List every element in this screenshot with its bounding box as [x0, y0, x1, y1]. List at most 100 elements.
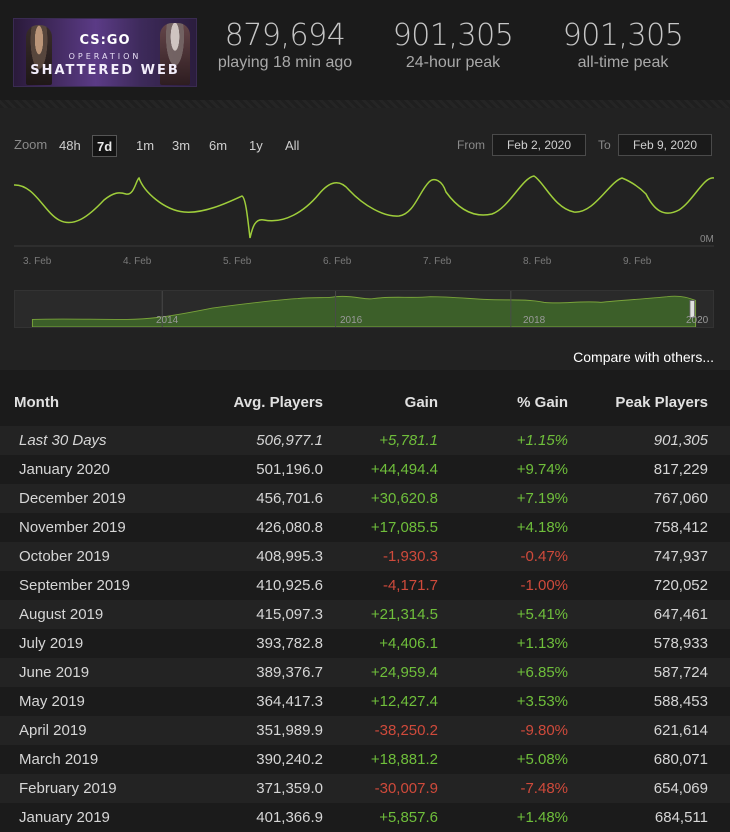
month-cell: August 2019 — [19, 606, 104, 623]
peak-players-cell: 767,060 — [653, 490, 708, 507]
y-axis-label-0M: 0M — [700, 234, 714, 245]
peak-players-cell: 654,069 — [653, 780, 708, 797]
pct-gain-cell: +5.08% — [516, 751, 568, 768]
pct-gain-cell: +7.19% — [516, 490, 568, 507]
zoom-48h-button[interactable]: 48h — [59, 138, 81, 153]
navigator-year-label: 2014 — [156, 315, 179, 326]
table-row: September 2019 410,925.6 -4,171.7 -1.00% 720… — [0, 571, 730, 600]
peak-players-cell: 647,461 — [653, 606, 708, 623]
peak-players-cell: 621,614 — [653, 722, 708, 739]
table-row: January 2020 501,196.0 +44,494.4 +9.74% 817,… — [0, 455, 730, 484]
to-label: To — [598, 138, 611, 152]
table-row: January 2019 401,366.9 +5,857.6 +1.48% 684,5… — [0, 803, 730, 832]
player-count-series-line — [14, 175, 714, 239]
avg-players-cell: 401,366.9 — [256, 809, 323, 826]
peak-players-cell: 684,511 — [654, 809, 708, 826]
x-tick-label: 8. Feb — [523, 256, 552, 267]
gain-cell: -1,930.3 — [382, 548, 438, 565]
x-tick-label: 7. Feb — [423, 256, 452, 267]
month-cell: July 2019 — [19, 635, 84, 652]
navigator-handle — [689, 300, 696, 318]
character-figure-left — [26, 25, 52, 85]
zoom-3m-button[interactable]: 3m — [172, 138, 191, 153]
peak-players-cell: 747,937 — [653, 548, 708, 565]
compare-with-others-link[interactable]: Compare with others... — [573, 349, 714, 365]
current-players-stat: 879,694 playing 18 min ago — [210, 18, 360, 71]
header: CS:GO OPERATION SHATTERED WEB 879,694 pl… — [0, 0, 730, 96]
zoom-6m-button[interactable]: 6m — [209, 138, 228, 153]
monthly-stats-table: Month Avg. Players Gain % Gain Peak Play… — [0, 378, 730, 832]
all-time-peak-stat: 901,305 all-time peak — [550, 18, 696, 71]
peak-players-cell: 720,052 — [653, 577, 708, 594]
player-count-line-chart[interactable] — [14, 172, 714, 262]
pct-gain-cell: +1.13% — [516, 635, 568, 652]
gain-cell: +17,085.5 — [370, 519, 438, 536]
csgo-logo: CS:GO — [79, 33, 131, 48]
pct-gain-column-header[interactable]: % Gain — [517, 393, 568, 411]
zoom-label: Zoom — [14, 137, 48, 152]
table-row: August 2019 415,097.3 +21,314.5 +5.41% 647,4… — [0, 600, 730, 629]
table-row: July 2019 393,782.8 +4,406.1 +1.13% 578,933 — [0, 629, 730, 658]
avg-players-cell: 501,196.0 — [256, 461, 323, 478]
gain-cell: +5,781.1 — [379, 432, 438, 449]
x-tick-label: 5. Feb — [223, 256, 252, 267]
x-tick-label: 6. Feb — [323, 256, 352, 267]
all-time-peak-label: all-time peak — [577, 54, 669, 71]
month-cell: November 2019 — [19, 519, 126, 536]
navigator-area — [31, 295, 697, 327]
gain-cell: +21,314.5 — [370, 606, 438, 623]
pct-gain-cell: +3.53% — [516, 693, 568, 710]
zoom-1m-button[interactable]: 1m — [136, 138, 155, 153]
table-row: December 2019 456,701.6 +30,620.8 +7.19% 767… — [0, 484, 730, 513]
pct-gain-cell: +1.15% — [516, 432, 568, 449]
table-row: February 2019 371,359.0 -30,007.9 -7.48% 654… — [0, 774, 730, 803]
gain-cell: +44,494.4 — [370, 461, 438, 478]
month-cell: May 2019 — [19, 693, 85, 710]
navigator-year-label: 2016 — [340, 315, 363, 326]
avg-players-cell: 364,417.3 — [256, 693, 323, 710]
navigator-overview-chart[interactable] — [14, 290, 714, 328]
gain-cell: -4,171.7 — [382, 577, 438, 594]
game-banner-image[interactable]: CS:GO OPERATION SHATTERED WEB — [13, 18, 197, 87]
chart-panel: Zoom 48h 7d 1m 3m 6m 1y All From To 0M 3… — [0, 100, 730, 370]
character-figure-right — [160, 23, 190, 85]
table-row: Last 30 Days 506,977.1 +5,781.1 +1.15% 901,3… — [0, 426, 730, 455]
day-peak-label: 24-hour peak — [405, 54, 501, 71]
gain-cell: +24,959.4 — [370, 664, 438, 681]
peak-players-column-header[interactable]: Peak Players — [615, 393, 708, 411]
avg-players-cell: 506,977.1 — [256, 432, 323, 449]
avg-players-cell: 390,240.2 — [256, 751, 323, 768]
avg-players-column-header[interactable]: Avg. Players — [233, 393, 324, 411]
x-tick-label: 4. Feb — [123, 256, 152, 267]
table-row: May 2019 364,417.3 +12,427.4 +3.53% 588,453 — [0, 687, 730, 716]
gain-cell: -30,007.9 — [374, 780, 438, 797]
pct-gain-cell: -7.48% — [520, 780, 568, 797]
gain-cell: +12,427.4 — [370, 693, 438, 710]
month-cell: January 2020 — [19, 461, 110, 478]
avg-players-cell: 389,376.7 — [256, 664, 323, 681]
gain-cell: -38,250.2 — [374, 722, 438, 739]
month-column-header[interactable]: Month — [14, 393, 59, 411]
all-time-peak-value: 901,305 — [562, 18, 684, 53]
month-cell: January 2019 — [19, 809, 110, 826]
month-cell: October 2019 — [19, 548, 110, 565]
gain-column-header[interactable]: Gain — [404, 393, 438, 411]
month-cell: June 2019 — [19, 664, 90, 681]
zoom-1y-button[interactable]: 1y — [249, 138, 263, 153]
from-date-input[interactable] — [492, 134, 586, 156]
pct-gain-cell: -0.47% — [520, 548, 568, 565]
pct-gain-cell: +9.74% — [516, 461, 568, 478]
zoom-7d-button[interactable]: 7d — [92, 135, 118, 157]
gain-cell: +18,881.2 — [370, 751, 438, 768]
avg-players-cell: 393,782.8 — [256, 635, 323, 652]
month-cell: April 2019 — [19, 722, 87, 739]
from-label: From — [457, 138, 485, 152]
zoom-all-button[interactable]: All — [285, 138, 300, 153]
pct-gain-cell: -1.00% — [520, 577, 568, 594]
table-header-row: Month Avg. Players Gain % Gain Peak Play… — [0, 378, 730, 426]
avg-players-cell: 351,989.9 — [256, 722, 323, 739]
avg-players-cell: 426,080.8 — [256, 519, 323, 536]
avg-players-cell: 456,701.6 — [256, 490, 323, 507]
gain-cell: +4,406.1 — [379, 635, 438, 652]
to-date-input[interactable] — [618, 134, 712, 156]
